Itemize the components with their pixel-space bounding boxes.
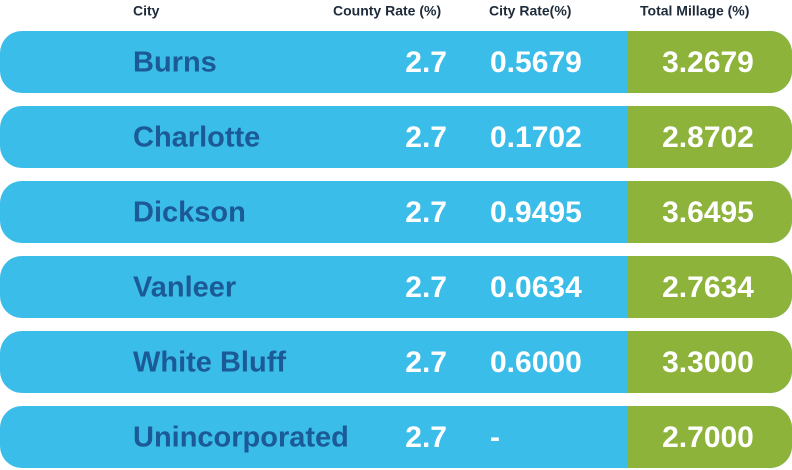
county-rate: 2.7: [405, 46, 447, 79]
row-background: [0, 31, 792, 93]
total-millage: 2.7000: [662, 421, 754, 454]
city-rate: 0.0634: [490, 271, 582, 304]
city-name: White Bluff: [133, 347, 286, 379]
county-rate: 2.7: [405, 271, 447, 304]
total-cell: [628, 31, 792, 93]
row-background: [0, 181, 792, 243]
city-name: Unincorporated: [133, 422, 349, 454]
total-millage: 2.7634: [662, 271, 754, 304]
row-background: [0, 331, 792, 393]
county-rate: 2.7: [405, 121, 447, 154]
total-millage: 3.3000: [662, 346, 754, 379]
city-name: Burns: [133, 47, 217, 79]
row-background: [0, 406, 792, 468]
county-rate: 2.7: [405, 421, 447, 454]
total-millage: 3.2679: [662, 46, 754, 79]
total-cell: [628, 256, 792, 318]
row-background: [0, 256, 792, 318]
table-row: Unincorporated 2.7 - 2.7000: [0, 406, 792, 468]
city-name: Vanleer: [133, 272, 236, 304]
city-name: Dickson: [133, 197, 246, 229]
column-header: City: [133, 3, 160, 19]
city-rate: 0.9495: [490, 196, 582, 229]
table-row: Charlotte 2.7 0.1702 2.8702: [0, 106, 792, 168]
city-rate: 0.1702: [490, 121, 582, 154]
column-header: County Rate (%): [333, 3, 441, 19]
total-cell: [628, 406, 792, 468]
county-rate: 2.7: [405, 196, 447, 229]
table-row: Burns 2.7 0.5679 3.2679: [0, 31, 792, 93]
row-background: [0, 106, 792, 168]
total-cell: [628, 181, 792, 243]
table-row: Vanleer 2.7 0.0634 2.7634: [0, 256, 792, 318]
city-rate: 0.6000: [490, 346, 582, 379]
column-header: City Rate(%): [489, 3, 571, 19]
table-row: White Bluff 2.7 0.6000 3.3000: [0, 331, 792, 393]
column-header: Total Millage (%): [640, 3, 749, 19]
total-millage: 3.6495: [662, 196, 754, 229]
table-row: Dickson 2.7 0.9495 3.6495: [0, 181, 792, 243]
city-rate: -: [490, 421, 500, 454]
city-rate: 0.5679: [490, 46, 582, 79]
total-millage: 2.8702: [662, 121, 754, 154]
total-cell: [628, 331, 792, 393]
city-name: Charlotte: [133, 122, 260, 154]
total-cell: [628, 106, 792, 168]
county-rate: 2.7: [405, 346, 447, 379]
